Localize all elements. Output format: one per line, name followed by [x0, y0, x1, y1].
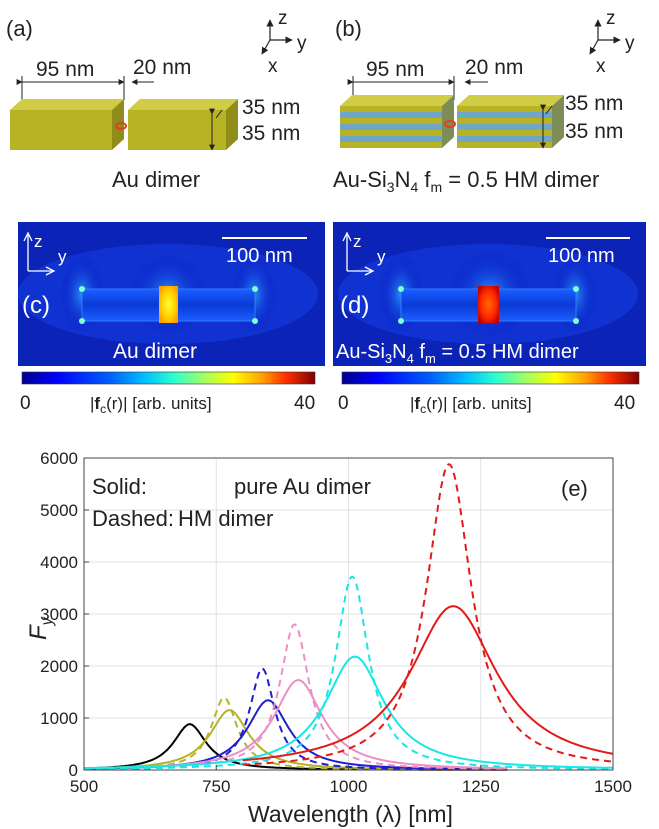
series-line-9	[242, 605, 614, 762]
colorbar-c-label: |fc(r)| [arb. units]	[90, 394, 212, 416]
panel-d-fieldmap: z y 100 nm (d) Au-Si3N4 fm = 0.5 HM dime…	[333, 222, 646, 366]
legend-solid-value: pure Au dimer	[234, 474, 371, 499]
x-tick-label: 1500	[594, 777, 632, 796]
gap-label: 20 nm	[133, 56, 191, 79]
gap-marker-b	[444, 120, 456, 128]
panel-b-label: (b)	[335, 16, 362, 41]
colorbar-c-min: 0	[20, 393, 31, 414]
panel-d-label: (d)	[340, 292, 369, 319]
height-bottom-label-b: 35 nm	[565, 120, 623, 143]
axes-triad-a: z y x	[261, 8, 307, 77]
x-axis-label: Wavelength (λ) [nm]	[248, 801, 453, 827]
height-top-label-b: 35 nm	[565, 92, 623, 115]
left-layered-block	[340, 95, 454, 148]
panel-b-caption: Au-Si3N4 fm = 0.5 HM dimer	[333, 167, 599, 195]
y-tick-label: 6000	[40, 449, 78, 468]
y-tick-label: 0	[69, 761, 78, 780]
series-line-7	[84, 655, 613, 769]
panel-c-caption: Au dimer	[113, 340, 197, 363]
svg-text:y: y	[377, 247, 386, 266]
curves	[83, 463, 614, 771]
svg-text:x: x	[596, 56, 606, 77]
right-layered-block	[457, 95, 564, 148]
svg-text:y: y	[58, 247, 67, 266]
y-tick-label: 1000	[40, 709, 78, 728]
panel-a: (a) 95 nm 20 nm 35 nm 35 nm Au dimer	[6, 8, 307, 192]
legend-dashed-key: Dashed:	[92, 506, 174, 531]
axes-triad-d: z y	[342, 231, 386, 276]
colorbar-d-label: |fc(r)| [arb. units]	[410, 394, 532, 416]
y-tick-label: 3000	[40, 605, 78, 624]
legend-dashed-value: HM dimer	[178, 506, 273, 531]
svg-text:z: z	[353, 232, 362, 251]
gap-marker	[115, 122, 127, 130]
colorbar-c-max: 40	[294, 393, 315, 414]
scalebar-d-label: 100 nm	[548, 245, 615, 267]
panel-c-label: (c)	[22, 292, 50, 319]
panel-e-label: (e)	[561, 476, 588, 501]
x-tick-label: 750	[202, 777, 230, 796]
y-tick-label: 5000	[40, 501, 78, 520]
panel-a-caption: Au dimer	[112, 167, 200, 192]
axis-y-label: y	[297, 33, 307, 54]
series-line-8	[84, 575, 614, 770]
svg-text:z: z	[34, 232, 43, 251]
legend-solid-key: Solid:	[92, 474, 147, 499]
panel-d-caption: Au-Si3N4 fm = 0.5 HM dimer	[336, 341, 579, 366]
x-tick-label: 1250	[462, 777, 500, 796]
axes-triad-c: z y	[23, 231, 67, 276]
axes-triad-b: z y x	[589, 8, 635, 77]
left-block	[10, 99, 124, 150]
scalebar-c-label: 100 nm	[226, 245, 293, 267]
colorbar-d-min: 0	[338, 393, 349, 414]
gap-hotspot-d	[478, 286, 499, 323]
x-tick-label: 1000	[330, 777, 368, 796]
y-axis-label: Fy	[25, 616, 56, 640]
series-line-6	[84, 623, 508, 770]
ticks: 500 750 1000 1250 1500 0 1000 2000 3000 4000 5000 6…	[40, 449, 632, 796]
panel-c-fieldmap: z y 100 nm (c) Au dimer	[18, 222, 325, 366]
length-label: 95 nm	[36, 58, 94, 81]
y-tick-label: 2000	[40, 657, 78, 676]
gap-label-b: 20 nm	[465, 56, 523, 79]
axis-z-label: z	[278, 8, 288, 29]
colorbar-d-max: 40	[614, 393, 635, 414]
length-label-b: 95 nm	[366, 58, 424, 81]
gap-hotspot	[159, 286, 178, 323]
right-block	[128, 99, 238, 150]
panel-a-label: (a)	[6, 16, 33, 41]
colorbar-c: 0 40 |fc(r)| [arb. units]	[20, 371, 316, 416]
axis-x-label: x	[268, 56, 278, 77]
series-line-10	[242, 463, 614, 766]
height-bottom-label: 35 nm	[242, 122, 300, 145]
colorbar-d: 0 40 |fc(r)| [arb. units]	[338, 371, 640, 416]
svg-text:z: z	[606, 8, 616, 29]
height-top-label: 35 nm	[242, 96, 300, 119]
spectrum-chart: 500 750 1000 1250 1500 0 1000 2000 3000 4000 5000 6…	[25, 449, 632, 827]
x-tick-label: 500	[70, 777, 98, 796]
svg-text:y: y	[625, 33, 635, 54]
y-tick-label: 4000	[40, 553, 78, 572]
panel-b: (b) 95 nm 20 nm	[333, 8, 635, 195]
